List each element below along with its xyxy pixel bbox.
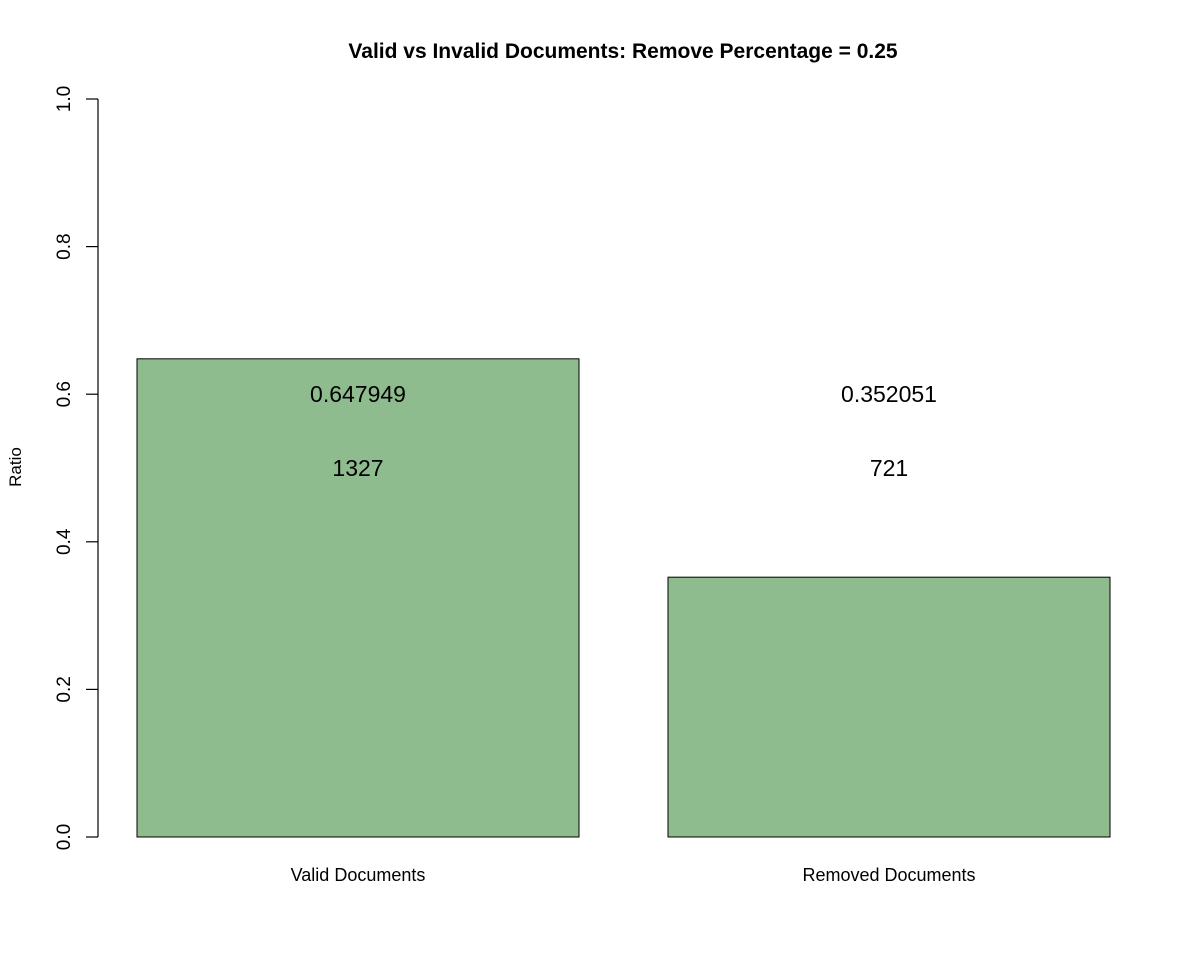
bars-group (136, 358, 1111, 838)
y-tick-label: 0.2 (54, 676, 75, 702)
value-labels: 0.647949 1327 0.352051 721 (310, 381, 937, 481)
bar-valid-documents (136, 358, 580, 838)
x-axis-labels: Valid Documents Removed Documents (291, 865, 976, 885)
y-tick-label: 1.0 (54, 86, 75, 112)
x-category-label: Valid Documents (291, 865, 426, 885)
count-label: 721 (870, 455, 908, 481)
y-tick-label: 0.4 (54, 528, 75, 555)
count-label: 1327 (332, 455, 383, 481)
y-tick-label: 0.0 (54, 824, 75, 850)
y-axis-label: Ratio (6, 447, 25, 487)
value-label: 0.352051 (841, 381, 937, 407)
y-tick-label: 0.8 (54, 233, 75, 259)
value-label: 0.647949 (310, 381, 406, 407)
bar-removed-documents (667, 576, 1111, 838)
y-axis: 0.0 0.2 0.4 0.6 0.8 1.0 (54, 86, 99, 850)
chart-title: Valid vs Invalid Documents: Remove Perce… (348, 40, 897, 63)
y-tick-label: 0.6 (54, 381, 75, 407)
x-category-label: Removed Documents (802, 865, 975, 885)
